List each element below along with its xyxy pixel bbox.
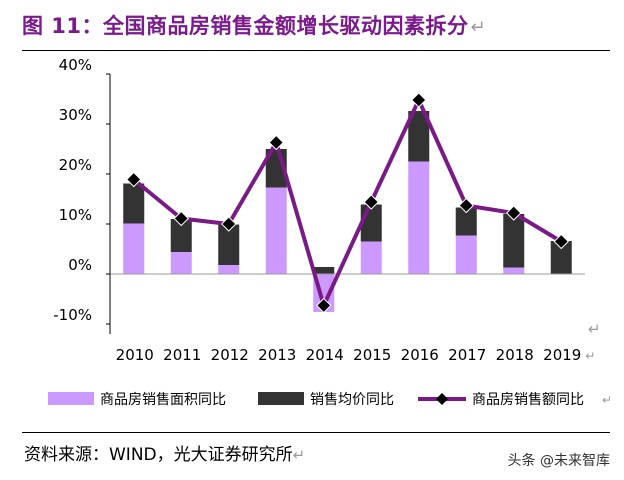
line-point-2013 xyxy=(268,134,284,151)
x-tick-label: 2010 xyxy=(116,346,154,364)
legend-marker-line xyxy=(436,393,448,405)
bar-area-2012 xyxy=(218,265,240,274)
y-tick-label: 0% xyxy=(68,256,92,274)
bar-area-2017 xyxy=(455,235,477,274)
x-tick-label: 2016 xyxy=(401,346,439,364)
legend-label-line: 商品房销售额同比 xyxy=(472,392,584,408)
line-point-2018 xyxy=(506,205,522,221)
bar-price-2019 xyxy=(550,241,572,274)
x-tick-label: 2019 xyxy=(543,346,581,364)
bar-price-2014 xyxy=(313,267,335,274)
y-tick-label: 10% xyxy=(59,206,92,224)
bar-price-2011 xyxy=(170,219,192,252)
x-tick-label: 2015 xyxy=(353,346,391,364)
line-point-2012 xyxy=(221,216,237,232)
line-point-2019 xyxy=(553,233,569,250)
line-point-2010 xyxy=(126,171,142,188)
top-divider xyxy=(22,50,610,51)
line-sales-amount xyxy=(132,98,563,308)
bar-area-2011 xyxy=(170,252,192,274)
x-tick-label: 2014 xyxy=(306,346,344,364)
bar-price-2015 xyxy=(360,204,382,242)
x-tick-label: 2011 xyxy=(163,346,201,364)
source-note: 资料来源：WIND，光大证券研究所↵ xyxy=(24,445,306,465)
x-tick-label: 2012 xyxy=(211,346,249,364)
line-point-2017 xyxy=(458,197,474,214)
y-tick-layer: 40% 30% 20% 10% 0% -10% xyxy=(53,56,110,325)
chart-title: 图 11：全国商品房销售金额增长驱动因素拆分 ↵ xyxy=(22,14,487,38)
legend: 商品房销售面积同比 销售均价同比 商品房销售额同比 ↵ xyxy=(48,392,612,408)
return-mark-icon: ↵ xyxy=(470,17,487,38)
bar-price-2017 xyxy=(455,207,477,236)
bar-price-2016 xyxy=(408,111,430,162)
y-tick-label: 40% xyxy=(59,56,92,74)
return-mark-icon: ↵ xyxy=(585,349,595,363)
bottom-divider xyxy=(22,432,610,433)
x-tick-label: 2017 xyxy=(448,346,486,364)
line-point-2014 xyxy=(316,297,332,314)
line-point-2011 xyxy=(173,210,189,227)
bar-area-2013 xyxy=(265,187,287,274)
return-mark-icon: ↵ xyxy=(588,320,601,338)
line-point-2015 xyxy=(363,194,379,210)
x-tick-label: 2018 xyxy=(496,346,534,364)
return-mark-icon: ↵ xyxy=(602,393,612,407)
bar-price-2018 xyxy=(503,214,525,268)
x-label-layer: 2010 2011 2012 2013 2014 2015 2016 2017 2018 2019… xyxy=(116,346,596,364)
y-tick-label: -10% xyxy=(53,306,92,324)
legend-label-price: 销售均价同比 xyxy=(310,392,394,408)
bar-area-2016 xyxy=(408,161,430,274)
return-mark-icon: ↵ xyxy=(292,446,306,464)
x-tick-label: 2013 xyxy=(258,346,296,364)
y-tick-label: 20% xyxy=(59,156,92,174)
watermark: 头条 @未来智库 xyxy=(507,453,610,469)
bar-price-2010 xyxy=(123,183,145,224)
legend-label-area: 商品房销售面积同比 xyxy=(100,392,226,408)
line-point-2016 xyxy=(411,92,427,108)
bar-area-2018 xyxy=(503,267,525,274)
bar-price-2012 xyxy=(218,224,240,265)
bar-area-2015 xyxy=(360,241,382,274)
y-tick-label: 30% xyxy=(59,106,92,124)
legend-swatch-area xyxy=(48,392,94,405)
bar-area-2010 xyxy=(123,223,145,274)
line-layer xyxy=(126,92,569,314)
chart: 40%30%20%10%0%-10% 2010 2011 2012 2013 2014 2… xyxy=(48,56,612,408)
legend-swatch-price xyxy=(258,392,304,405)
